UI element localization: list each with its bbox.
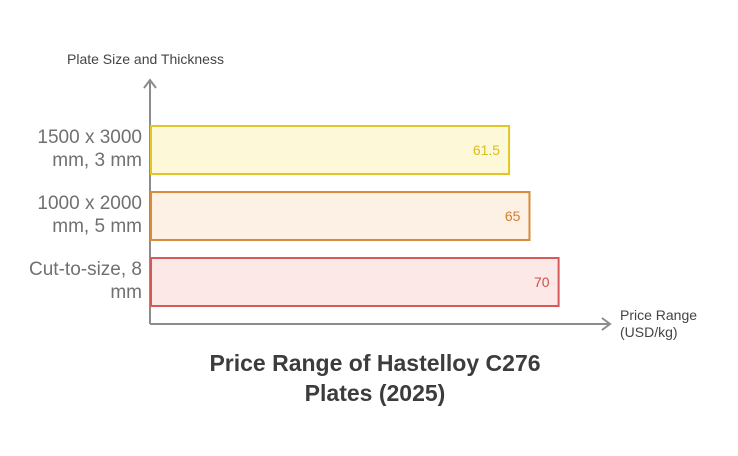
chart-title: Price Range of Hastelloy C276 Plates (20… <box>150 348 600 408</box>
category-label: 1500 x 3000 mm, 3 mm <box>2 126 142 172</box>
category-label: Cut-to-size, 8 mm <box>2 258 142 304</box>
category-label-line: mm, 5 mm <box>52 216 142 237</box>
category-label-line: mm, 3 mm <box>52 150 142 171</box>
category-label: 1000 x 2000 mm, 5 mm <box>2 192 142 238</box>
bar <box>150 191 531 241</box>
chart-title-line: Price Range of Hastelloy C276 <box>209 350 541 376</box>
x-axis-label-line: Price Range <box>620 307 698 323</box>
bars: 61.5 65 70 <box>150 125 560 307</box>
category-label-line: mm <box>110 282 142 303</box>
bar-value-label: 61.5 <box>473 142 500 158</box>
category-label-line: 1000 x 2000 <box>37 193 142 214</box>
y-axis-arrow-icon <box>143 78 157 89</box>
chart-title-line: Plates (2025) <box>304 380 446 406</box>
bar <box>150 125 511 175</box>
x-axis-label: Price Range (USD/kg) <box>620 307 697 341</box>
x-axis-label-line: (USD/kg) <box>620 324 678 340</box>
bar <box>150 257 560 307</box>
category-label-line: 1500 x 3000 <box>37 127 142 148</box>
bar-value-label: 70 <box>534 274 550 290</box>
x-axis-arrow-icon <box>601 317 612 331</box>
y-axis-label: Plate Size and Thickness <box>67 51 224 67</box>
bar-value-label: 65 <box>505 208 521 224</box>
category-label-line: Cut-to-size, 8 <box>29 259 142 280</box>
